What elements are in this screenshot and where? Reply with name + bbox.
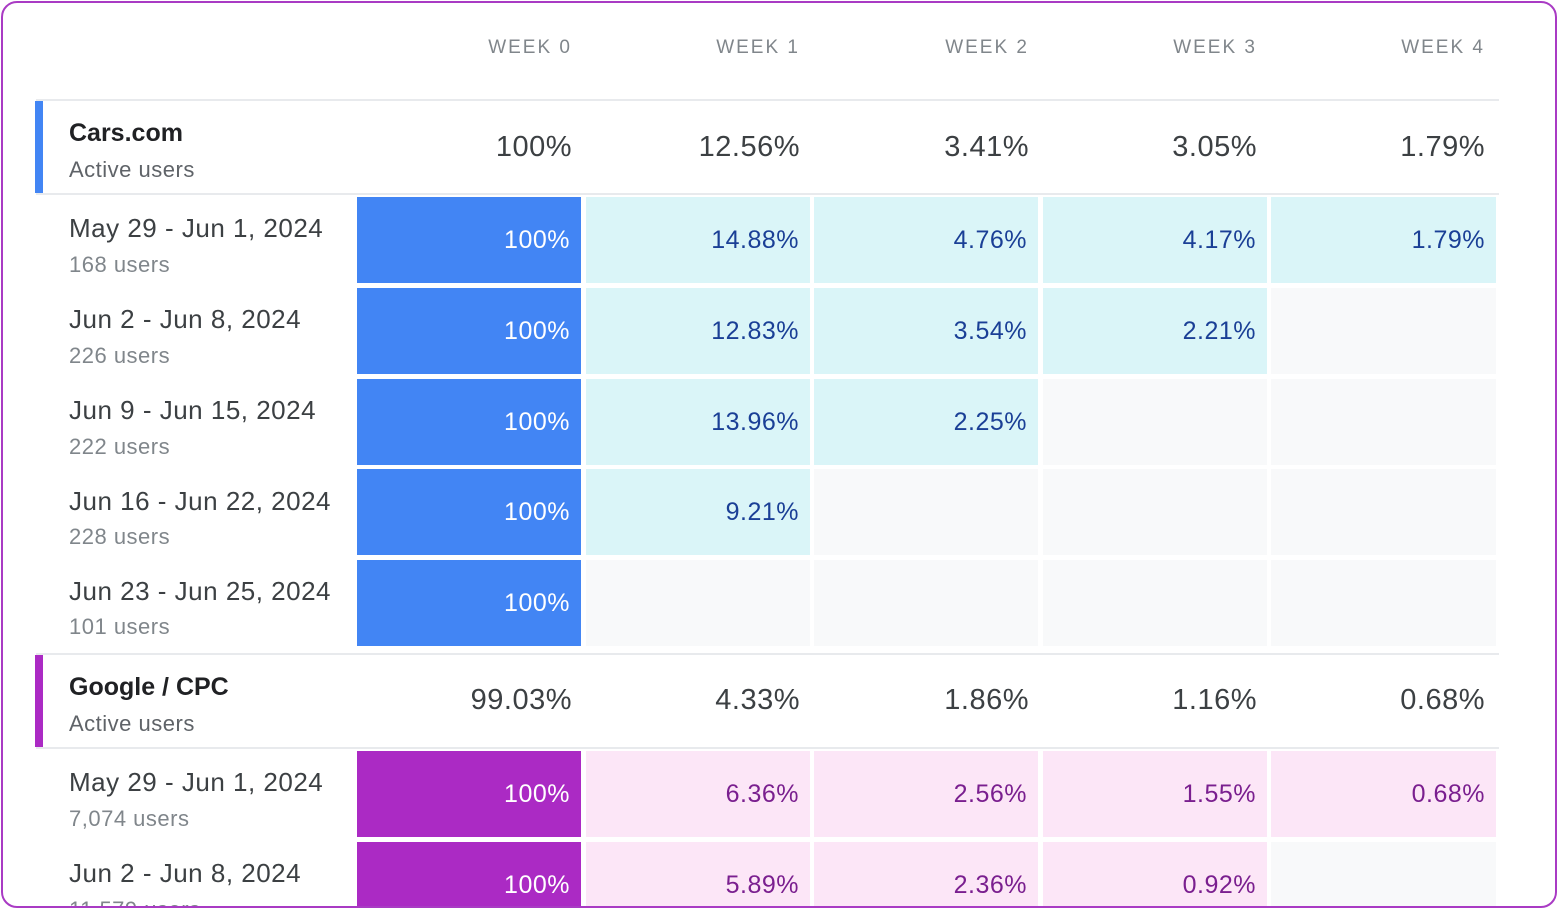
empty-cell — [1043, 560, 1267, 646]
segment-color-marker — [35, 655, 43, 747]
retention-cell-week-2: 3.54% — [814, 288, 1038, 374]
cohort-date-range: May 29 - Jun 1, 2024 — [69, 213, 324, 243]
empty-cell — [586, 560, 810, 646]
retention-cell-week-0: 100% — [357, 288, 581, 374]
divider — [36, 99, 1499, 101]
empty-cell — [1043, 379, 1267, 465]
retention-cell-week-3: 0.92% — [1043, 842, 1267, 906]
segment-total-week-3: 1.16% — [1172, 684, 1257, 716]
empty-cell — [1271, 288, 1496, 374]
cohort-date-range: Jun 2 - Jun 8, 2024 — [69, 858, 302, 888]
column-header-week-0: WEEK 0 — [488, 37, 572, 58]
segment-total-week-0: 100% — [495, 131, 572, 163]
retention-cell-week-1: 9.21% — [586, 469, 810, 555]
retention-cell-week-3: 4.17% — [1043, 197, 1267, 283]
retention-cell-week-0: 100% — [357, 560, 581, 646]
retention-cell-week-0: 100% — [357, 469, 581, 555]
empty-cell — [1271, 379, 1496, 465]
retention-cell-week-2: 2.56% — [814, 751, 1038, 837]
cohort-user-count: 7,074 users — [69, 806, 190, 831]
retention-cell-week-1: 12.83% — [586, 288, 810, 374]
cohort-user-count: 226 users — [69, 343, 171, 368]
column-header-week-4: WEEK 4 — [1401, 37, 1485, 58]
retention-cell-week-0: 100% — [357, 751, 581, 837]
cohort-user-count: 228 users — [69, 524, 171, 549]
column-header-week-1: WEEK 1 — [716, 37, 800, 58]
segment-total-week-1: 4.33% — [715, 684, 800, 716]
column-header-week-2: WEEK 2 — [945, 37, 1029, 58]
retention-cell-week-0: 100% — [357, 197, 581, 283]
segment-total-week-4: 0.68% — [1400, 684, 1485, 716]
divider — [36, 653, 1499, 655]
cohort-date-range: May 29 - Jun 1, 2024 — [69, 767, 324, 797]
cohort-date-range: Jun 9 - Jun 15, 2024 — [69, 395, 317, 425]
segment-total-week-2: 1.86% — [944, 684, 1029, 716]
empty-cell — [1043, 469, 1267, 555]
empty-cell — [814, 560, 1038, 646]
retention-cell-week-2: 2.36% — [814, 842, 1038, 906]
segment-total-week-1: 12.56% — [698, 131, 800, 163]
retention-cell-week-3: 2.21% — [1043, 288, 1267, 374]
divider — [36, 747, 1499, 749]
segment-name: Cars.com — [69, 119, 183, 147]
retention-cell-week-0: 100% — [357, 379, 581, 465]
cohort-date-range: Jun 23 - Jun 25, 2024 — [69, 576, 332, 606]
divider — [36, 193, 1499, 195]
cohort-user-count: 222 users — [69, 434, 171, 459]
empty-cell — [1271, 560, 1496, 646]
segment-metric-label: Active users — [69, 711, 195, 736]
retention-cell-week-0: 100% — [357, 842, 581, 906]
column-header-week-3: WEEK 3 — [1173, 37, 1257, 58]
retention-cell-week-2: 4.76% — [814, 197, 1038, 283]
segment-total-week-4: 1.79% — [1400, 131, 1485, 163]
retention-cell-week-1: 5.89% — [586, 842, 810, 906]
retention-cell-week-1: 14.88% — [586, 197, 810, 283]
cohort-user-count: 11,579 users — [69, 897, 201, 906]
segment-total-week-3: 3.05% — [1172, 131, 1257, 163]
cohort-date-range: Jun 2 - Jun 8, 2024 — [69, 304, 302, 334]
cohort-date-range: Jun 16 - Jun 22, 2024 — [69, 486, 332, 516]
segment-name: Google / CPC — [69, 673, 229, 701]
segment-metric-label: Active users — [69, 157, 195, 182]
segment-total-week-2: 3.41% — [944, 131, 1029, 163]
cohort-user-count: 168 users — [69, 252, 171, 277]
retention-cell-week-4: 0.68% — [1271, 751, 1496, 837]
empty-cell — [814, 469, 1038, 555]
retention-cell-week-4: 1.79% — [1271, 197, 1496, 283]
segment-total-week-0: 99.03% — [470, 684, 572, 716]
retention-cell-week-2: 2.25% — [814, 379, 1038, 465]
retention-cell-week-3: 1.55% — [1043, 751, 1267, 837]
empty-cell — [1271, 469, 1496, 555]
segment-color-marker — [35, 101, 43, 193]
retention-cell-week-1: 13.96% — [586, 379, 810, 465]
empty-cell — [1271, 842, 1496, 906]
retention-cell-week-1: 6.36% — [586, 751, 810, 837]
cohort-user-count: 101 users — [69, 614, 171, 639]
